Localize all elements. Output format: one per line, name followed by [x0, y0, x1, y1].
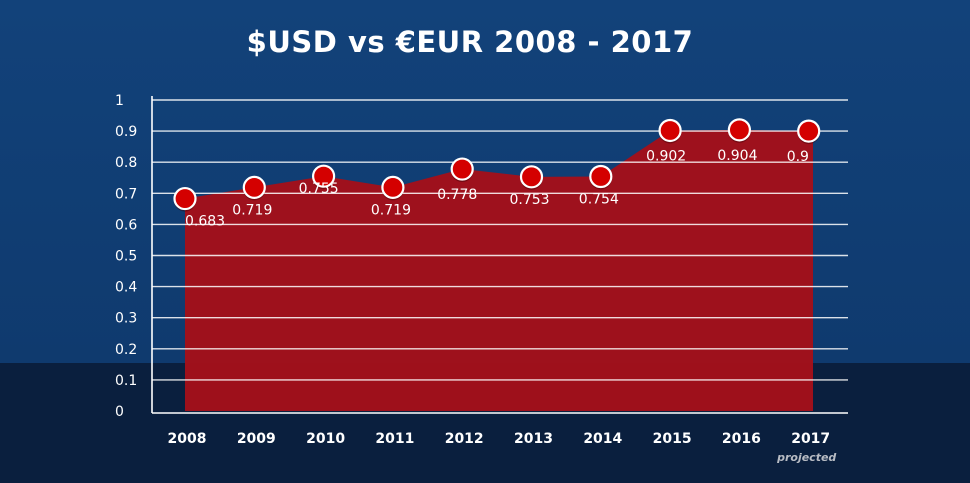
data-label: 0.904 — [717, 148, 757, 164]
data-point — [312, 164, 336, 188]
data-label: 0.902 — [646, 148, 686, 164]
y-tick-label: 0.2 — [115, 342, 137, 358]
data-point — [242, 175, 266, 199]
y-tick-label: 0.5 — [115, 249, 137, 265]
data-label: 0.754 — [579, 192, 619, 208]
y-tick-label: 0.6 — [115, 217, 137, 233]
data-label: 0.755 — [299, 181, 339, 197]
x-tick-label: 2016 — [722, 431, 761, 447]
data-label: 0.683 — [185, 214, 225, 230]
data-point — [727, 118, 752, 142]
y-tick-label: 0.4 — [115, 280, 137, 296]
x-tick-label: 2008 — [168, 431, 207, 447]
area-fill — [185, 129, 813, 411]
data-label: 0.9 — [787, 149, 809, 165]
y-tick-label: 0 — [115, 404, 124, 420]
data-point — [589, 164, 613, 189]
y-tick-label: 0.7 — [115, 186, 137, 202]
y-tick-label: 0.3 — [115, 311, 137, 327]
y-tick-label: 0.8 — [115, 155, 137, 171]
x-tick-label: 2017 — [791, 431, 830, 447]
data-point — [658, 118, 682, 143]
data-point — [173, 186, 197, 211]
x-tick-label: 2009 — [237, 431, 276, 447]
data-label: 0.778 — [437, 187, 477, 203]
x-tick-label: 2011 — [375, 431, 414, 447]
x-tick-label: 2014 — [583, 431, 622, 447]
data-label: 0.719 — [232, 202, 272, 218]
y-tick-label: 0.9 — [115, 124, 137, 140]
chart-title: $USD vs €EUR 2008 - 2017 — [246, 25, 694, 59]
y-tick-label: 1 — [115, 93, 124, 109]
x-tick-label: 2010 — [306, 431, 345, 447]
annotation-label: projected — [776, 451, 836, 464]
data-label: 0.753 — [510, 192, 550, 208]
data-point — [519, 165, 544, 189]
data-point — [797, 119, 821, 143]
x-tick-label: 2012 — [445, 431, 484, 447]
x-tick-label: 2013 — [514, 431, 553, 447]
x-tick-label: 2015 — [653, 431, 692, 447]
data-point — [381, 175, 405, 199]
data-point — [450, 157, 474, 181]
y-tick-label: 0.1 — [115, 373, 137, 389]
data-label: 0.719 — [371, 202, 411, 218]
